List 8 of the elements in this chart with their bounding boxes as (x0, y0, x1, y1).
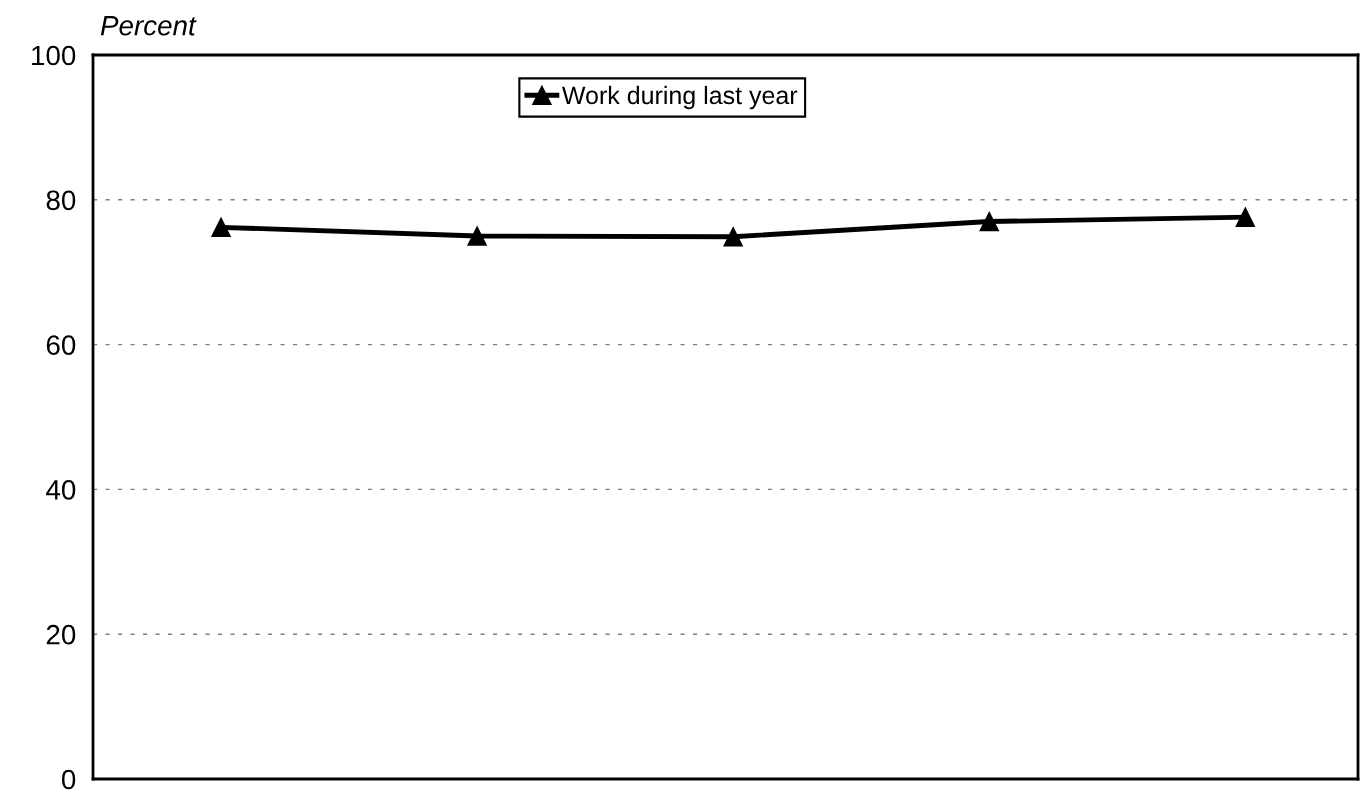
legend-label: Work during last year (561, 85, 798, 110)
y-tick-label: 100 (32, 45, 76, 66)
y-tick-label: 60 (46, 335, 76, 355)
y-tick-label: 40 (46, 480, 76, 500)
y-tick-label: 20 (46, 624, 76, 645)
y-tick-label: 0 (61, 769, 76, 790)
y-axis-title: Percent (100, 16, 197, 36)
y-tick-label: 80 (46, 190, 76, 211)
